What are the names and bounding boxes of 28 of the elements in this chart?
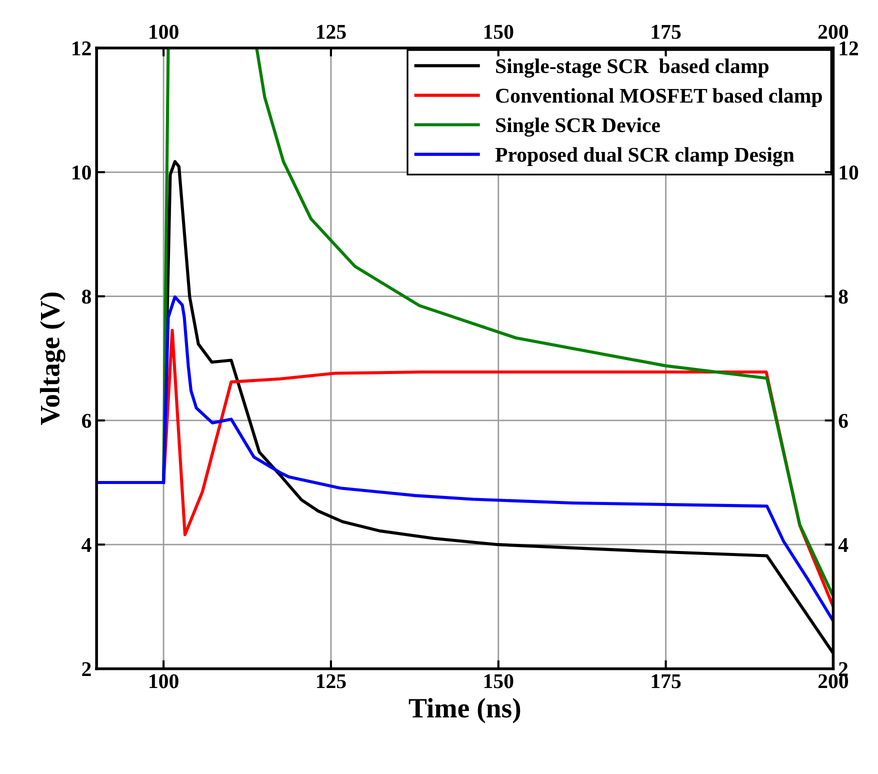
y-tick-label: 8 — [82, 290, 92, 304]
y2-tick-label: 8 — [838, 290, 848, 304]
x2-tick-label: 100 — [150, 24, 178, 39]
legend-label: Conventional MOSFET based clamp — [496, 88, 822, 108]
x-tick-label: 125 — [317, 674, 346, 688]
y2-tick-label: 10 — [840, 166, 858, 180]
x-tick-label: 100 — [150, 674, 178, 688]
y-tick-label: 6 — [82, 414, 92, 428]
x2-tick-label: 200 — [818, 24, 848, 39]
y-tick-label: 4 — [82, 538, 92, 552]
x-tick-label: 150 — [484, 674, 514, 688]
legend-label: Proposed dual SCR clamp Design — [495, 147, 794, 166]
x2-tick-label: 175 — [652, 24, 681, 39]
x-axis-title: Time (ns) — [408, 698, 520, 724]
y-tick-label: 2 — [82, 662, 91, 676]
x2-tick-label: 150 — [484, 24, 514, 39]
y-tick-label: 10 — [72, 166, 91, 180]
x2-tick-label: 125 — [317, 24, 346, 39]
legend-label: Single SCR Device — [496, 118, 660, 137]
y2-tick-label: 12 — [840, 41, 858, 56]
y-tick-label: 12 — [72, 41, 91, 56]
x-tick-label: 200 — [818, 674, 848, 688]
y-axis-title: Voltage (V) — [40, 292, 66, 426]
y2-tick-label: 4 — [838, 538, 848, 552]
legend-label: Single-stage SCR based clamp — [496, 58, 768, 78]
line-series — [96, 295, 834, 622]
x-tick-label: 175 — [652, 674, 681, 688]
y2-tick-label: 6 — [838, 414, 848, 428]
